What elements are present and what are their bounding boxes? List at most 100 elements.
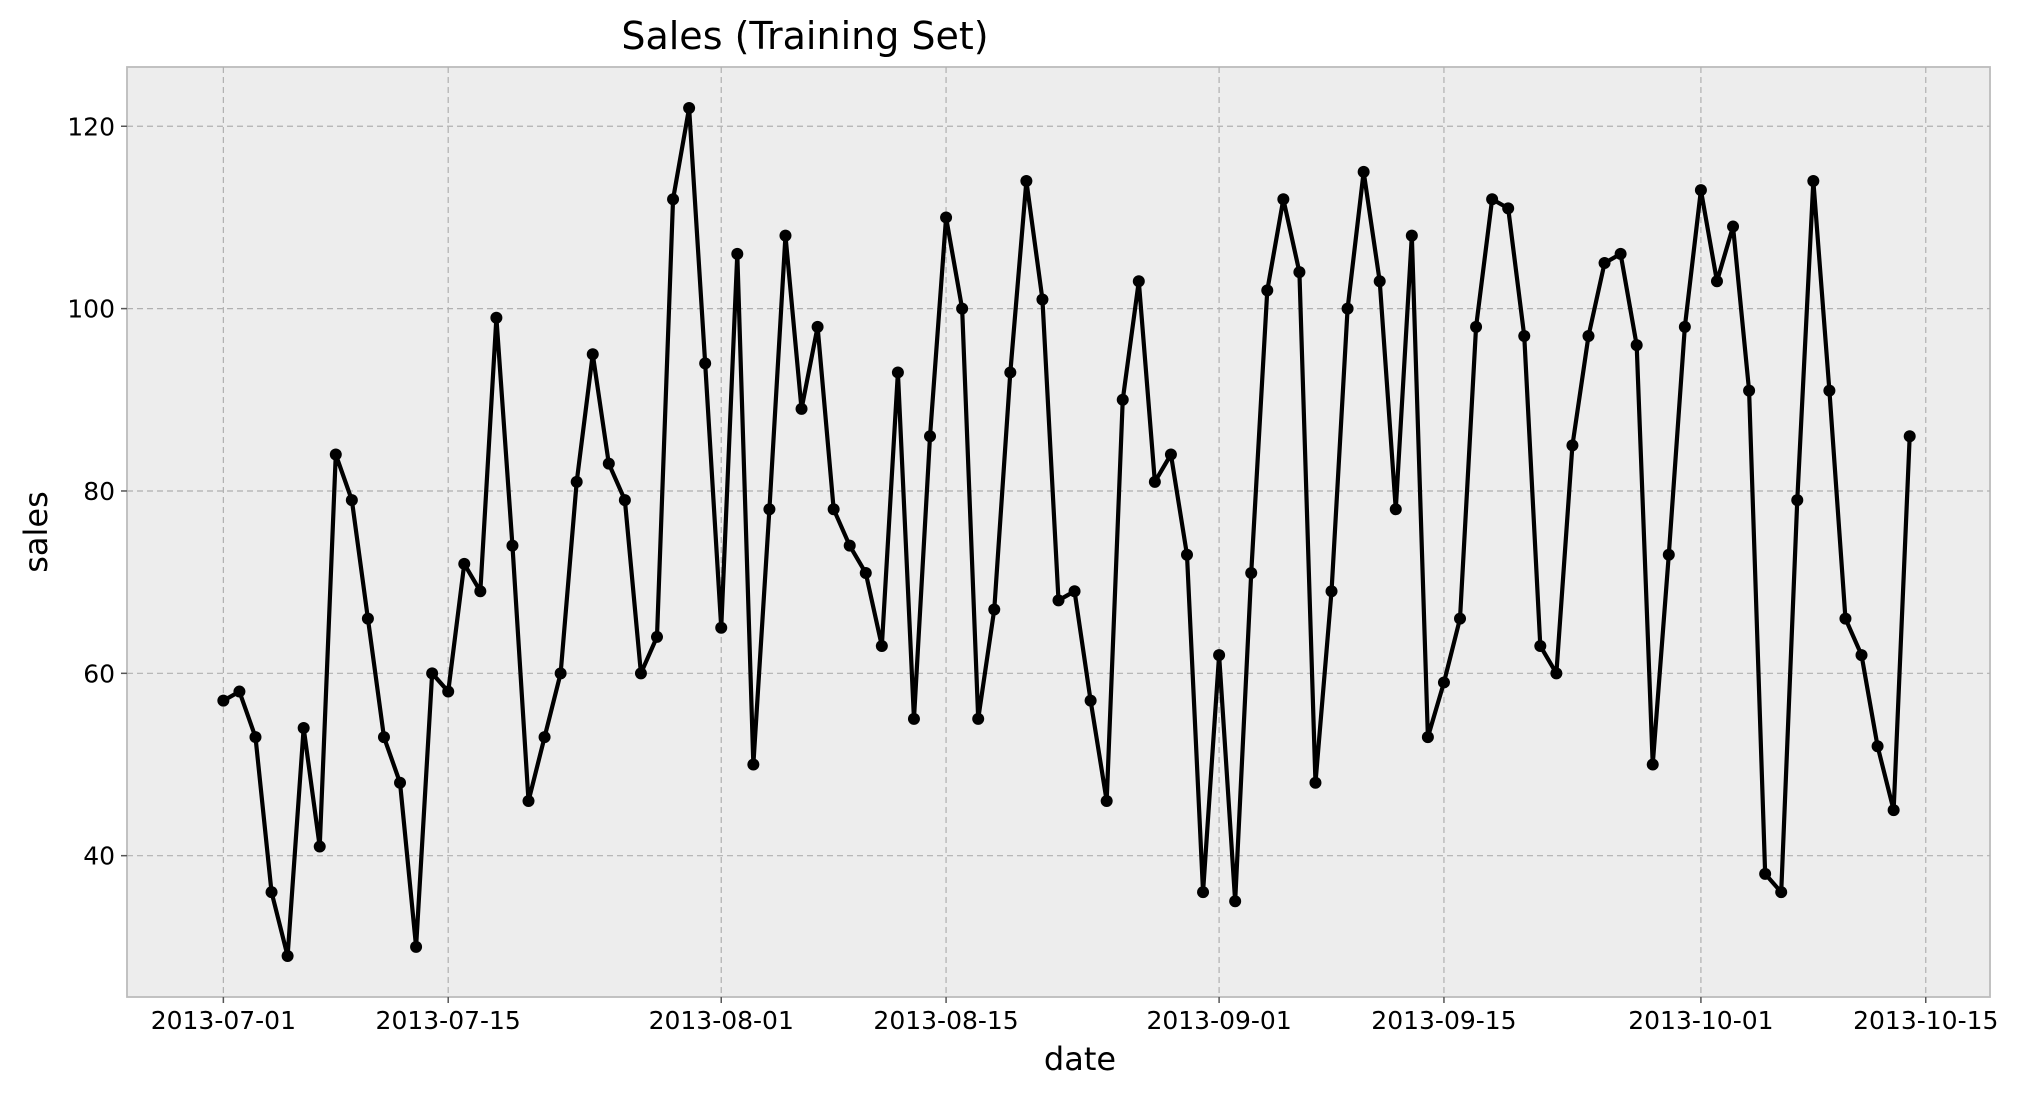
- data-point: [522, 794, 535, 807]
- data-point: [1598, 257, 1611, 270]
- data-point: [1486, 193, 1499, 206]
- x-tick-label: 2013-08-15: [873, 1006, 1018, 1035]
- data-point: [361, 612, 374, 625]
- data-point: [715, 621, 728, 634]
- data-point: [1807, 174, 1820, 187]
- data-point: [249, 731, 262, 744]
- data-point: [956, 302, 969, 315]
- data-point: [281, 949, 294, 962]
- data-point: [1357, 165, 1370, 178]
- data-point: [1903, 430, 1916, 443]
- data-point: [1694, 184, 1707, 197]
- data-point: [490, 311, 503, 324]
- data-point: [1389, 503, 1402, 516]
- data-point: [795, 402, 808, 415]
- data-point: [233, 685, 246, 698]
- data-point: [1582, 329, 1595, 342]
- data-point: [458, 557, 471, 570]
- data-point: [1566, 439, 1579, 452]
- data-point: [554, 667, 567, 680]
- data-point: [1004, 366, 1017, 379]
- data-point: [602, 457, 615, 470]
- data-point: [1502, 202, 1515, 215]
- data-point: [1454, 612, 1467, 625]
- data-point: [506, 539, 519, 552]
- data-point: [217, 694, 230, 707]
- data-point: [1759, 867, 1772, 880]
- data-point: [988, 603, 1001, 616]
- y-tick-label: 120: [67, 112, 115, 141]
- data-point: [313, 840, 326, 853]
- x-axis-label: date: [1044, 1040, 1116, 1078]
- axis-ticks: 2013-07-01 2013-07-15 2013-08-01 2013-08-15…: [67, 112, 1998, 1035]
- data-point: [1662, 548, 1675, 561]
- data-point: [1871, 740, 1884, 753]
- data-point: [1421, 731, 1434, 744]
- x-tick-label: 2013-07-01: [151, 1006, 296, 1035]
- data-point: [1646, 758, 1659, 771]
- data-point: [394, 776, 407, 789]
- y-tick-label: 40: [83, 842, 115, 871]
- data-point: [1710, 275, 1723, 288]
- data-point: [891, 366, 904, 379]
- data-point: [747, 758, 760, 771]
- data-point: [426, 667, 439, 680]
- data-point: [731, 247, 744, 260]
- data-point: [1518, 329, 1531, 342]
- data-point: [1164, 448, 1177, 461]
- data-point: [843, 539, 856, 552]
- chart-title: Sales (Training Set): [621, 14, 988, 58]
- data-point: [1887, 804, 1900, 817]
- data-point: [1036, 293, 1049, 306]
- data-point: [1839, 612, 1852, 625]
- data-point: [570, 475, 583, 488]
- data-point: [875, 639, 888, 652]
- data-point: [1261, 284, 1274, 297]
- y-tick-label: 60: [83, 659, 115, 688]
- data-point: [1213, 649, 1226, 662]
- data-point: [538, 731, 551, 744]
- data-point: [1791, 494, 1804, 507]
- data-point: [1373, 275, 1386, 288]
- sales-series-points: [217, 102, 1916, 962]
- data-point: [1855, 649, 1868, 662]
- y-tick-label: 80: [83, 477, 115, 506]
- data-point: [1180, 548, 1193, 561]
- data-point: [1068, 585, 1081, 598]
- data-point: [1630, 339, 1643, 352]
- data-point: [940, 211, 953, 224]
- data-point: [410, 940, 423, 953]
- data-point: [265, 886, 278, 899]
- data-point: [1470, 320, 1483, 333]
- x-tick-label: 2013-10-01: [1628, 1006, 1773, 1035]
- data-point: [1614, 247, 1627, 260]
- data-point: [779, 229, 792, 242]
- data-point: [442, 685, 455, 698]
- y-tick-label: 100: [67, 295, 115, 324]
- data-point: [650, 630, 663, 643]
- data-point: [1678, 320, 1691, 333]
- data-point: [1437, 676, 1450, 689]
- data-point: [1020, 174, 1033, 187]
- data-point: [1534, 639, 1547, 652]
- data-point: [1197, 886, 1210, 899]
- data-point: [1245, 567, 1258, 580]
- data-point: [1743, 384, 1756, 397]
- x-tick-label: 2013-09-15: [1371, 1006, 1516, 1035]
- data-point: [907, 712, 920, 725]
- data-point: [1132, 275, 1145, 288]
- data-point: [1341, 302, 1354, 315]
- data-point: [811, 320, 824, 333]
- data-point: [1052, 594, 1065, 607]
- data-point: [329, 448, 342, 461]
- data-point: [1727, 220, 1740, 233]
- x-tick-label: 2013-09-01: [1146, 1006, 1291, 1035]
- data-point: [1405, 229, 1418, 242]
- x-tick-label: 2013-10-15: [1853, 1006, 1998, 1035]
- data-point: [618, 494, 631, 507]
- data-point: [1309, 776, 1322, 789]
- data-point: [1148, 475, 1161, 488]
- data-point: [1823, 384, 1836, 397]
- data-point: [586, 348, 599, 361]
